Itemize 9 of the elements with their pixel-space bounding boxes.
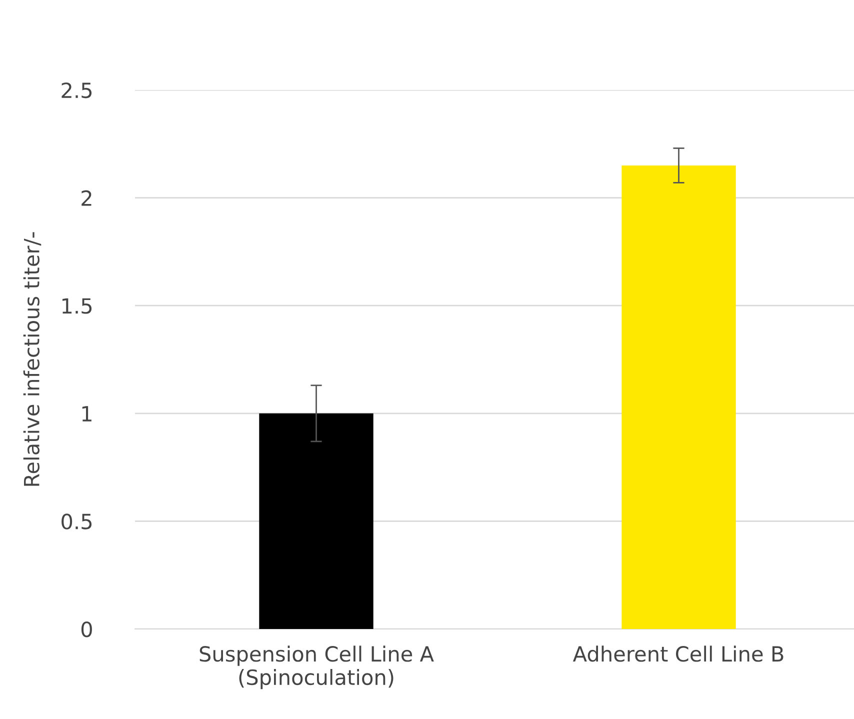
x-tick-label: Suspension Cell Line A (Spinoculation) (200, 646, 434, 690)
y-tick-label: 0.5 (62, 514, 92, 530)
y-tick-label: 1.5 (62, 298, 92, 314)
x-tick-label: Adherent Cell Line B (572, 646, 784, 662)
y-tick-label: 2 (82, 190, 92, 206)
y-tick-label: 2.5 (62, 82, 92, 98)
y-tick-label: 0 (81, 621, 92, 638)
y-tick-label: 1 (82, 406, 92, 422)
y-axis-title: Relative infectious titer/- (23, 232, 42, 486)
